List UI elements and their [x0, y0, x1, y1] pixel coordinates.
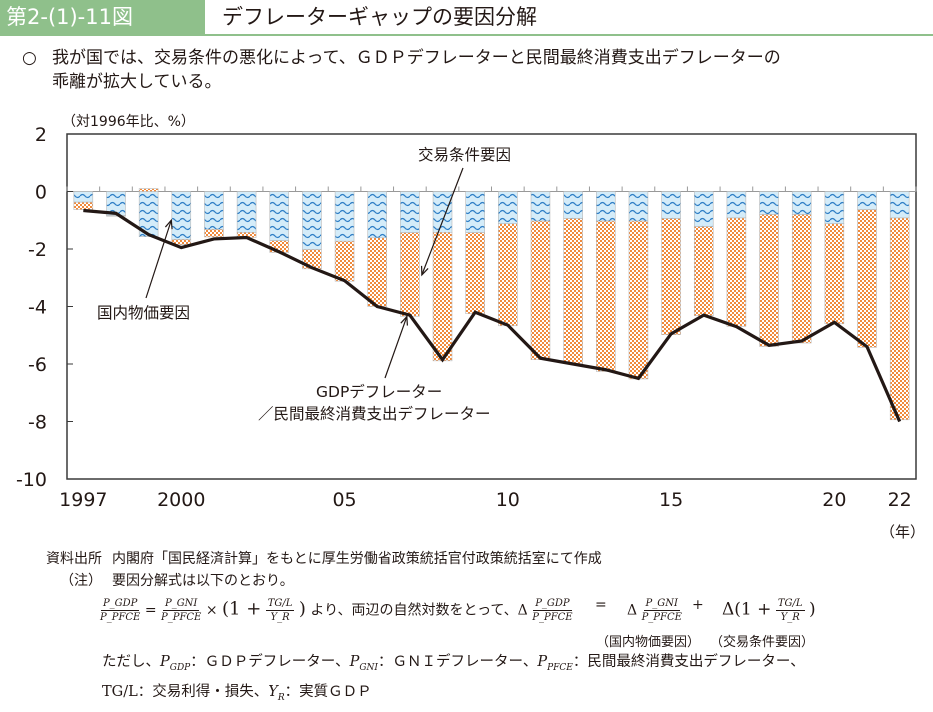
- x-tick-label: 2000: [157, 489, 205, 511]
- bullet-icon: ○: [22, 48, 37, 68]
- terms-of-trade-bar: [204, 229, 224, 238]
- terms-of-trade-bar: [857, 209, 877, 348]
- domestic-price-bar: [432, 191, 453, 233]
- domestic-price-bar: [367, 191, 387, 239]
- tot-factor-pointer: [421, 167, 464, 276]
- domestic-price-bar: [269, 191, 290, 241]
- domestic-price-bar: [563, 191, 583, 219]
- x-axis-labels: 1997 2000 05 10 15 20 22: [59, 489, 912, 511]
- terms-of-trade-bar: [530, 220, 551, 360]
- deflator-gap-chart: （対1996年比、%） 20-2-4-6-8-10 1997 2000 05 10 15…: [16, 114, 925, 541]
- tot-factor-label: （交易条件要因）: [710, 635, 815, 650]
- arrow-head-icon: [164, 218, 173, 230]
- terms-of-trade-bar: [138, 188, 159, 192]
- y-tick-label: -6: [28, 354, 47, 376]
- domestic-price-bar: [498, 191, 518, 225]
- domestic-price-bar: [661, 191, 681, 219]
- y-axis-labels: 2 0 -2 -4 -6 -8 -10: [16, 124, 47, 491]
- plot-frame: [66, 133, 917, 480]
- arrow-head-icon: [420, 265, 429, 277]
- figure-title: デフレーターギャップの要因分解: [222, 5, 537, 29]
- domestic-price-bar: [628, 191, 649, 222]
- deflator-annotation-line2: ／民間最終消費支出デフレーター: [258, 404, 491, 423]
- domestic-price-bar: [334, 191, 355, 242]
- deflator-annotation-line1: GDPデフレーター: [316, 382, 442, 401]
- terms-of-trade-bar: [563, 218, 583, 365]
- lead-text: ○ 我が国では、交易条件の悪化によって、ＧＤＰデフレーターと民間最終消費支出デフレ…: [22, 46, 922, 94]
- figure-header: 第2-(1)-11図 デフレーターギャップの要因分解: [0, 0, 933, 36]
- tot-factor-annotation: 交易条件要因: [418, 146, 511, 164]
- terms-of-trade-bar: [400, 232, 420, 317]
- x-tick-label: 22: [888, 489, 912, 511]
- note-label: （注）: [60, 573, 102, 589]
- y-tick-label: -4: [28, 297, 47, 319]
- domestic-price-bar: [596, 191, 616, 222]
- terms-of-trade-bar: [367, 237, 387, 307]
- terms-of-trade-bar: [432, 232, 453, 362]
- y-tick-label: 2: [35, 124, 47, 146]
- source-text: 内閣府「国民経済計算」をもとに厚生労働省政策統括官付政策統括室にて作成: [112, 551, 602, 567]
- terms-of-trade-bar: [628, 220, 649, 380]
- lead-line-1: 我が国では、交易条件の悪化によって、ＧＤＰデフレーターと民間最終消費支出デフレー…: [52, 48, 781, 68]
- terms-of-trade-bar: [73, 201, 94, 210]
- domestic-price-bar: [791, 191, 812, 215]
- deflator-pointer: [384, 316, 408, 379]
- domestic-price-bar: [889, 191, 910, 219]
- x-tick-label: 1997: [59, 489, 107, 511]
- domestic-factor-label: （国内物価要因）: [596, 635, 701, 650]
- y-unit-label: （対1996年比、%）: [62, 114, 195, 130]
- domestic-price-bar: [857, 191, 877, 210]
- domestic-price-bar: [73, 191, 94, 203]
- terms-of-trade-bar: [759, 214, 779, 347]
- domestic-price-bar: [530, 191, 551, 222]
- domestic-price-bar: [302, 191, 322, 250]
- domestic-price-bar: [400, 191, 420, 233]
- domestic-price-bar: [465, 191, 485, 233]
- terms-of-trade-bar: [693, 226, 714, 316]
- terms-of-trade-bar: [661, 218, 681, 335]
- domestic-price-bar: [726, 191, 747, 219]
- x-tick-label: 20: [822, 489, 846, 511]
- notes: 資料出所 内閣府「国民経済計算」をもとに厚生労働省政策統括官付政策統括室にて作成 …: [22, 548, 927, 592]
- note-text: 要因分解式は以下のとおり。: [112, 573, 294, 589]
- terms-of-trade-bar: [824, 223, 845, 325]
- domestic-price-bar: [824, 191, 845, 225]
- definitions: ただし、PGDP：ＧＤＰデフレーター、PGNI：ＧＮＩデフレーター、PPFCE：…: [102, 654, 805, 703]
- x-tick-label: 15: [659, 489, 683, 511]
- terms-of-trade-bar: [498, 223, 518, 327]
- x-tick-label: 05: [332, 489, 356, 511]
- terms-of-trade-bar: [596, 220, 616, 372]
- x-unit-label: （年）: [880, 523, 925, 541]
- y-tick-label: -10: [16, 469, 47, 491]
- deflator-ratio-line: [83, 208, 902, 423]
- lead-line-2: 乖離が拡大している。: [52, 72, 222, 92]
- x-tick-label: 10: [496, 489, 520, 511]
- y-tick-label: 0: [35, 182, 47, 204]
- figure-number: 第2-(1)-11図: [0, 0, 205, 34]
- domestic-price-bar: [171, 191, 192, 240]
- arrow-head-icon: [400, 315, 408, 326]
- fraction-tgl-yr: TG/L Y_R: [265, 598, 295, 623]
- terms-of-trade-bar: [334, 240, 355, 282]
- terms-of-trade-bar: [889, 217, 910, 421]
- domestic-factor-pointer: [145, 220, 172, 299]
- terms-of-trade-bar: [465, 232, 485, 314]
- domestic-price-bar: [236, 191, 257, 233]
- domestic-price-bar: [759, 191, 779, 215]
- terms-of-trade-bar: [726, 217, 747, 327]
- source-label: 資料出所: [46, 551, 102, 567]
- y-tick-label: -8: [28, 412, 47, 434]
- domestic-price-bar: [204, 191, 224, 230]
- y-tick-label: -2: [28, 239, 47, 261]
- domestic-factor-annotation: 国内物価要因: [97, 304, 190, 322]
- fraction-gni-pfce: P_GNI P_PFCE: [161, 598, 202, 623]
- plot-area: [66, 133, 917, 480]
- domestic-price-bar: [693, 191, 714, 227]
- terms-of-trade-bar: [791, 214, 812, 344]
- terms-of-trade-bar: [106, 215, 126, 217]
- fraction-gdp-pfce: P_GDP P_PFCE: [100, 598, 141, 623]
